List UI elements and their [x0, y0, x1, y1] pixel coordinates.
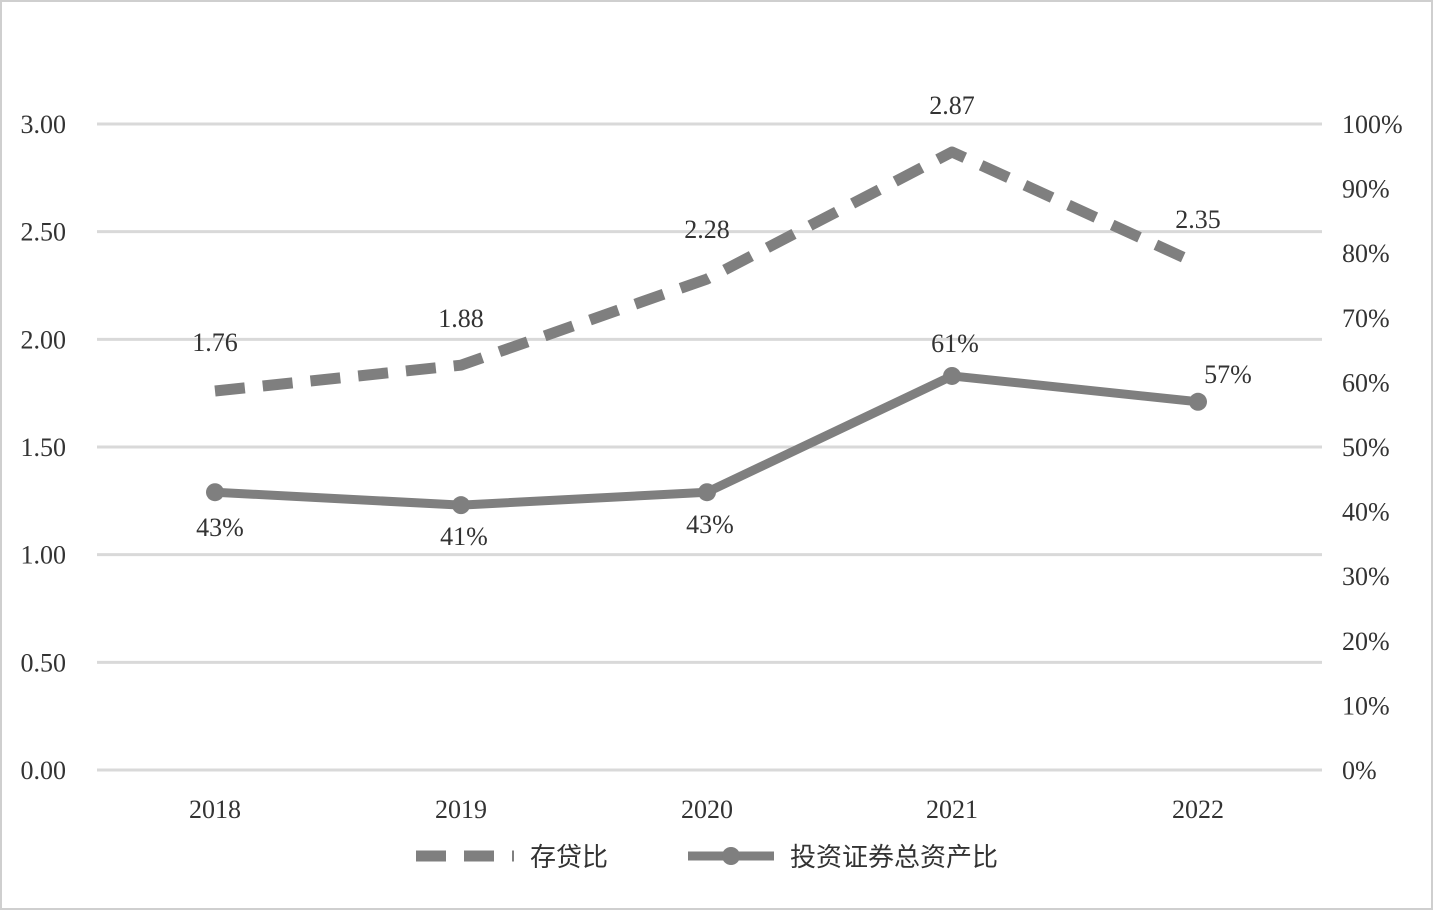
right-tick-label: 90%	[1342, 175, 1390, 204]
series-line-loan-deposit-ratio	[214, 146, 1201, 397]
right-tick-label: 80%	[1342, 239, 1390, 268]
data-point-securities-ratio	[206, 483, 224, 502]
right-tick-label: 30%	[1342, 562, 1390, 591]
left-tick-label: 1.00	[21, 541, 67, 570]
right-tick-label: 60%	[1342, 368, 1390, 397]
data-label-securities-ratio: 41%	[440, 522, 488, 551]
gridlines	[97, 122, 1322, 772]
data-label-securities-ratio: 61%	[931, 329, 979, 358]
left-tick-label: 2.50	[21, 218, 67, 247]
x-tick-label: 2021	[926, 795, 978, 824]
data-label-securities-ratio: 57%	[1204, 360, 1252, 389]
data-point-securities-ratio	[943, 366, 961, 385]
data-point-securities-ratio	[1189, 392, 1207, 411]
right-tick-label: 10%	[1342, 691, 1390, 720]
right-tick-label: 70%	[1342, 304, 1390, 333]
legend-label-securities-ratio: 投资证券总资产比	[790, 843, 998, 872]
x-tick-label: 2019	[435, 795, 487, 824]
left-tick-label: 3.00	[21, 110, 67, 139]
left-axis-ticks: 0.00 0.50 1.00 1.50 2.00 2.50 3.00	[21, 110, 67, 785]
data-point-securities-ratio	[698, 483, 716, 502]
x-tick-label: 2020	[681, 795, 733, 824]
right-tick-label: 20%	[1342, 627, 1390, 656]
data-label-loan-deposit: 1.88	[438, 304, 484, 333]
data-label-loan-deposit: 2.28	[684, 215, 730, 244]
series-group	[206, 146, 1207, 515]
right-tick-label: 100%	[1342, 110, 1403, 139]
left-tick-label: 0.50	[21, 648, 67, 677]
legend: 存贷比 投资证券总资产比	[416, 843, 998, 872]
data-label-loan-deposit: 2.35	[1175, 205, 1221, 234]
x-tick-label: 2018	[189, 795, 241, 824]
data-label-loan-deposit: 1.76	[192, 328, 238, 357]
right-axis-ticks: 0% 10% 20% 30% 40% 50% 60% 70% 80% 90% 100%	[1342, 110, 1403, 785]
legend-marker-icon	[722, 847, 740, 865]
data-labels: 1.76 1.88 2.28 2.87 2.35 43% 41% 43% 61% 57%	[192, 91, 1252, 551]
right-tick-label: 0%	[1342, 756, 1377, 785]
right-tick-label: 50%	[1342, 433, 1390, 462]
left-tick-label: 0.00	[21, 756, 67, 785]
x-axis-ticks: 2018 2019 2020 2021 2022	[189, 795, 1224, 824]
data-label-securities-ratio: 43%	[686, 510, 734, 539]
legend-label-loan-deposit: 存贷比	[530, 843, 608, 872]
left-tick-label: 1.50	[21, 433, 67, 462]
data-point-securities-ratio	[452, 496, 470, 515]
left-tick-label: 2.00	[21, 325, 67, 354]
right-tick-label: 40%	[1342, 498, 1390, 527]
x-tick-label: 2022	[1172, 795, 1224, 824]
data-label-loan-deposit: 2.87	[929, 91, 975, 120]
data-label-securities-ratio: 43%	[196, 513, 244, 542]
